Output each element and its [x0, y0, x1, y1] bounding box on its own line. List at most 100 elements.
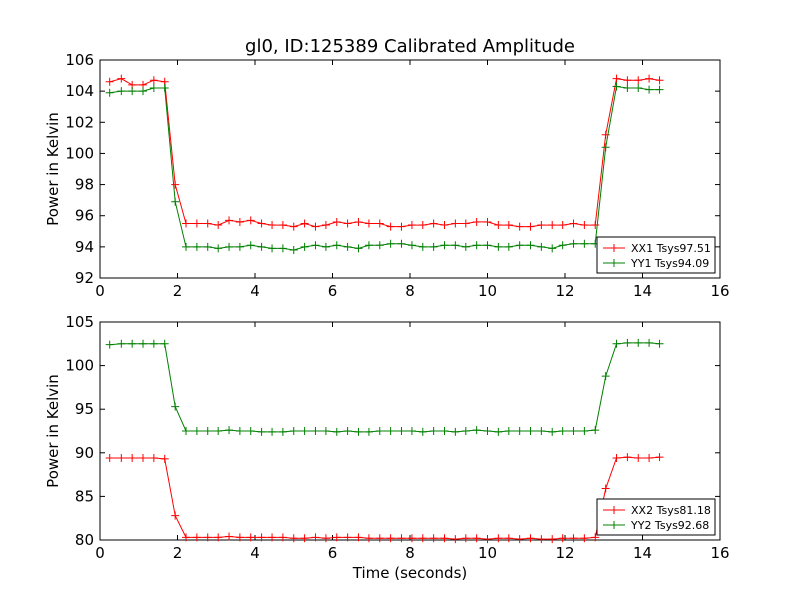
top-series-2-point	[558, 241, 567, 250]
bottom-series-2-point	[321, 427, 330, 435]
bottom-series-2-point	[440, 427, 449, 435]
bottom-series-2-point	[311, 427, 320, 435]
bottom-series-2-point	[494, 427, 503, 436]
top-legend-marker	[610, 244, 618, 252]
top-series-2-point	[278, 244, 287, 253]
bottom-series-2-point	[182, 427, 191, 435]
bottom-series-1-point	[268, 533, 277, 542]
bottom-series-1-point	[278, 533, 287, 542]
top-series-1-point	[494, 221, 503, 230]
bottom-series-2-point	[580, 427, 589, 435]
top-series-1-point	[461, 219, 470, 228]
bottom-x-tick-label: 8	[405, 544, 415, 562]
bottom-series-1-point	[634, 454, 643, 463]
top-series-1-point	[569, 219, 578, 228]
bottom-series-2-point	[192, 427, 201, 435]
bottom-series-1-point	[515, 535, 524, 544]
top-series-1-point	[246, 216, 255, 225]
top-series-2-point	[526, 241, 535, 250]
top-series-2-point	[504, 242, 513, 251]
top-series-2-point	[364, 241, 373, 250]
top-y-tick-label: 96	[75, 207, 94, 225]
top-series-1-point	[117, 74, 126, 83]
bottom-series-1-point	[418, 534, 427, 543]
top-series-1-point	[354, 217, 363, 226]
bottom-series-2-point	[612, 339, 621, 348]
bottom-x-tick-label: 14	[633, 544, 652, 562]
bottom-series-1-point	[182, 533, 191, 542]
bottom-series-2-point	[386, 427, 395, 435]
top-y-tick-label: 102	[65, 113, 94, 131]
top-x-tick-label: 16	[710, 282, 729, 300]
top-y-axis-label: Power in Kelvin	[44, 112, 62, 226]
top-series-1-point	[192, 219, 201, 228]
bottom-series-1-point	[321, 534, 330, 543]
bottom-series-1-point	[655, 453, 664, 462]
bottom-series-1-point	[105, 454, 114, 463]
top-series-2-point	[171, 197, 180, 206]
bottom-series-1-point	[397, 534, 406, 543]
bottom-series-2-point	[139, 339, 148, 348]
top-series-1-point	[537, 221, 546, 230]
top-series-2-point	[139, 87, 148, 96]
bottom-y-tick-label: 80	[75, 531, 94, 549]
top-series-2-point	[105, 88, 114, 97]
top-series-2-point	[634, 84, 643, 93]
bottom-series-2-point	[300, 427, 309, 435]
bottom-series-line-1	[109, 456, 660, 540]
top-legend-label: XX1 Tsys97.51	[631, 242, 711, 255]
top-x-tick-label: 10	[478, 282, 497, 300]
top-series-1-point	[655, 76, 664, 85]
bottom-series-2-point	[645, 338, 654, 347]
top-x-tick-label: 0	[95, 282, 105, 300]
bottom-series-1-point	[332, 533, 341, 542]
top-series-2-point	[192, 242, 201, 251]
bottom-series-2-point	[418, 427, 427, 436]
top-y-tick-label: 98	[75, 176, 94, 194]
top-legend-label: YY1 Tsys94.09	[630, 257, 709, 270]
bottom-series-1-point	[139, 454, 148, 463]
bottom-series-1-point	[171, 511, 180, 520]
bottom-series-2-point	[526, 427, 535, 435]
top-series-1-point	[375, 219, 384, 228]
bottom-series-1-point	[235, 533, 244, 542]
bottom-series-1-point	[160, 454, 169, 463]
bottom-series-2-point	[483, 427, 492, 435]
top-x-tick-label: 14	[633, 282, 652, 300]
bottom-x-tick-label: 4	[250, 544, 260, 562]
bottom-series-1-point	[343, 533, 352, 542]
top-series-1-point	[451, 219, 460, 228]
bottom-series-1-point	[149, 454, 158, 463]
bottom-series-2-point	[235, 427, 244, 435]
bottom-series-1-point	[192, 533, 201, 542]
bottom-series-2-point	[332, 427, 341, 436]
bottom-series-1-point	[354, 533, 363, 542]
bottom-series-1-point	[623, 453, 632, 462]
top-y-tick-label: 100	[65, 144, 94, 162]
top-series-2-point	[257, 242, 266, 251]
bottom-x-tick-label: 16	[710, 544, 729, 562]
top-series-2-point	[225, 242, 234, 251]
top-series-1-point	[558, 221, 567, 230]
top-y-tick-label: 106	[65, 51, 94, 69]
top-series-1-point	[623, 76, 632, 85]
top-series-1-point	[214, 221, 223, 230]
top-series-2-point	[375, 241, 384, 250]
bottom-series-1-point	[440, 534, 449, 543]
top-series-2-point	[160, 84, 169, 93]
top-series-1-point	[149, 76, 158, 85]
bottom-x-tick-label: 10	[478, 544, 497, 562]
top-series-2-point	[440, 241, 449, 250]
bottom-x-axis-label: Time (seconds)	[352, 564, 468, 582]
top-series-2-point	[214, 244, 223, 253]
top-series-2-point	[612, 82, 621, 91]
bottom-series-1-point	[386, 534, 395, 543]
bottom-series-2-point	[591, 426, 600, 435]
bottom-series-1-point	[601, 484, 610, 493]
top-series-1-point	[429, 219, 438, 228]
bottom-series-1-point	[300, 534, 309, 543]
bottom-series-1-point	[591, 533, 600, 542]
top-series-2-point	[569, 239, 578, 248]
bottom-series-1-point	[451, 535, 460, 544]
bottom-x-tick-label: 2	[173, 544, 183, 562]
